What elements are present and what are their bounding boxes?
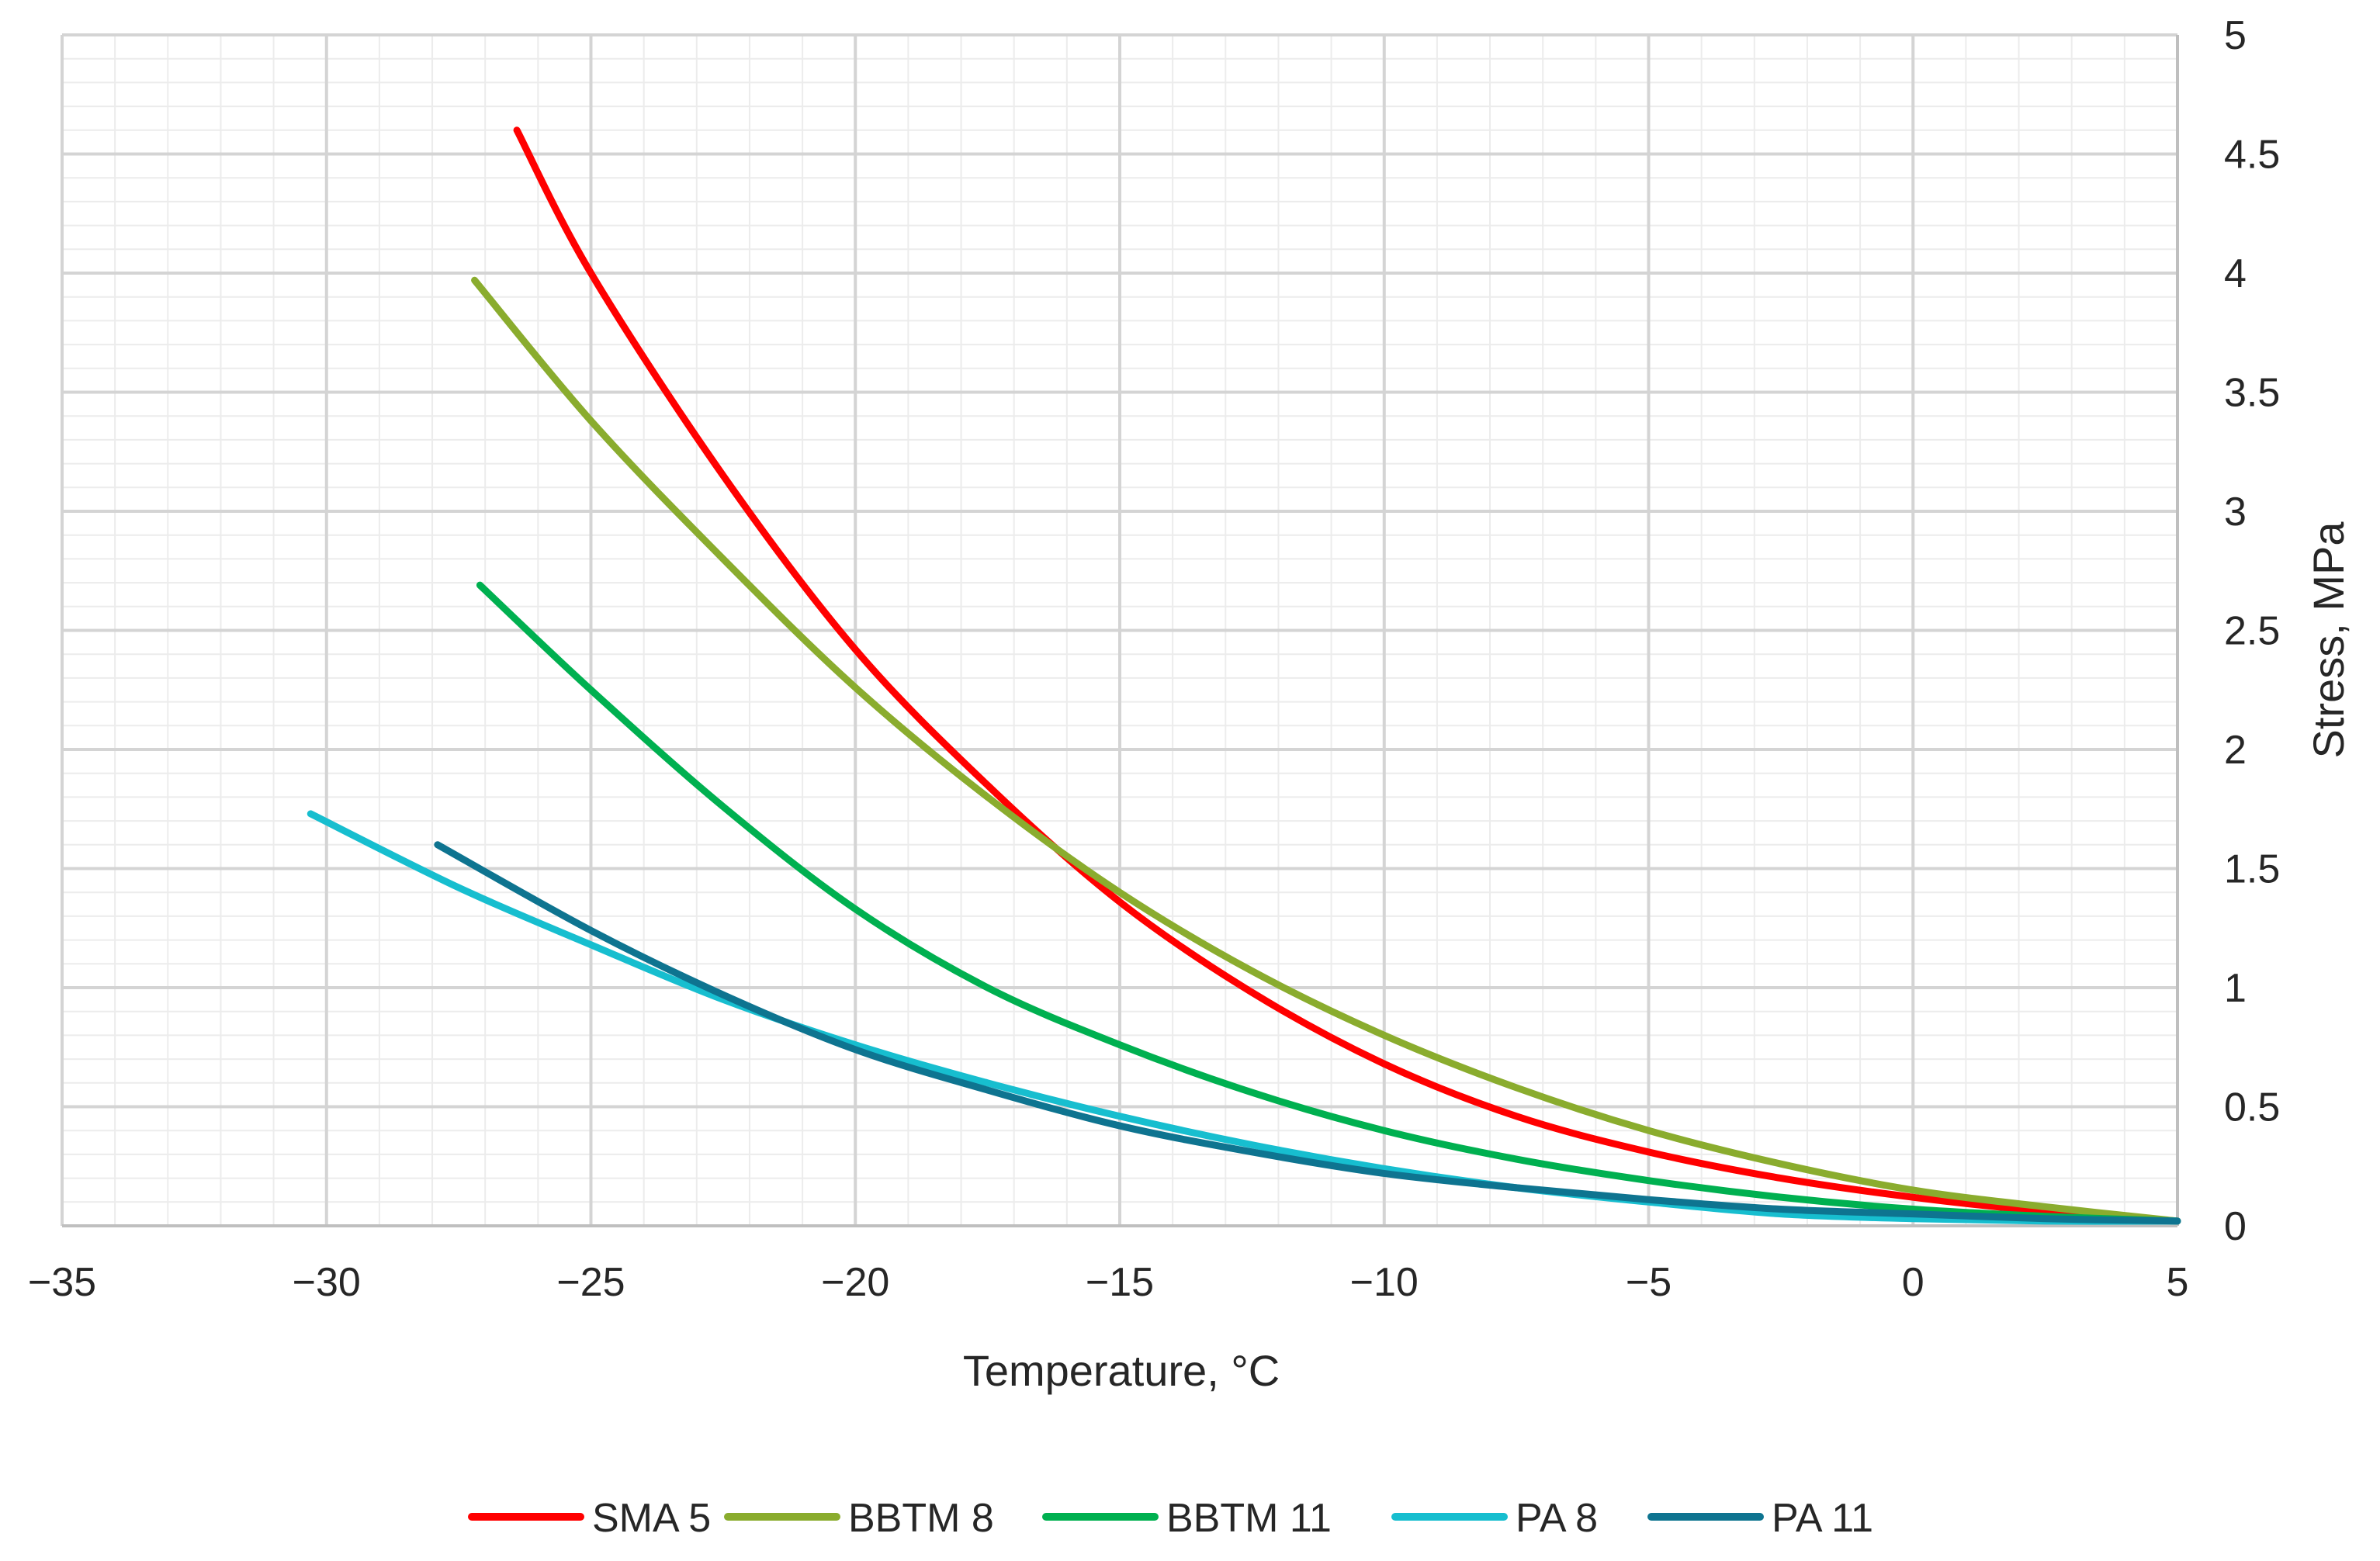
legend-label-pa-11: PA 11: [1772, 1496, 1873, 1541]
y-tick-label: 2: [2224, 728, 2247, 773]
x-tick-label: −30: [293, 1260, 361, 1305]
y-tick-label: 2.5: [2224, 609, 2280, 654]
tick-labels: −35 −30 −25 −20 −15 −10 −5 0 500.511.522.533.544…: [28, 13, 2280, 1305]
y-tick-label: 3: [2224, 490, 2247, 535]
legend: SMA 5 BBTM 8 BBTM 11 PA 8 PA 11: [468, 1496, 1873, 1541]
axes: [62, 35, 2179, 1227]
x-tick-label: −15: [1086, 1260, 1154, 1305]
y-tick-label: 1: [2224, 966, 2247, 1011]
x-tick-label: −5: [1626, 1260, 1672, 1305]
x-tick-label: −20: [821, 1260, 889, 1305]
x-tick-label: 5: [2167, 1260, 2189, 1305]
series-line-bbtm-11: [476, 581, 2181, 1225]
grid: [61, 33, 2179, 1227]
series-line-pa-8: [307, 810, 2181, 1225]
x-tick-label: −35: [28, 1260, 96, 1305]
legend-label-bbtm-11: BBTM 11: [1166, 1496, 1332, 1541]
series-line-pa-11: [434, 841, 2181, 1225]
x-tick-label: −10: [1350, 1260, 1419, 1305]
y-axis-label: Stress, MPa: [2304, 521, 2353, 759]
x-tick-label: 0: [1902, 1260, 1924, 1305]
x-axis-label: Temperature, °C: [963, 1346, 1280, 1395]
y-tick-label: 0: [2224, 1204, 2247, 1249]
legend-label-sma-5: SMA 5: [592, 1496, 711, 1541]
series-line-bbtm-8: [471, 276, 2181, 1225]
y-tick-label: 3.5: [2224, 371, 2280, 416]
series-lines: [307, 126, 2181, 1225]
x-tick-label: −25: [556, 1260, 625, 1305]
y-tick-label: 1.5: [2224, 847, 2280, 892]
legend-label-bbtm-8: BBTM 8: [848, 1496, 994, 1541]
y-tick-label: 4: [2224, 251, 2247, 296]
y-tick-label: 0.5: [2224, 1085, 2280, 1130]
series-line-sma-5: [513, 126, 2181, 1225]
y-tick-label: 5: [2224, 13, 2247, 58]
y-tick-label: 4.5: [2224, 133, 2280, 178]
legend-label-pa-8: PA 8: [1516, 1496, 1598, 1541]
